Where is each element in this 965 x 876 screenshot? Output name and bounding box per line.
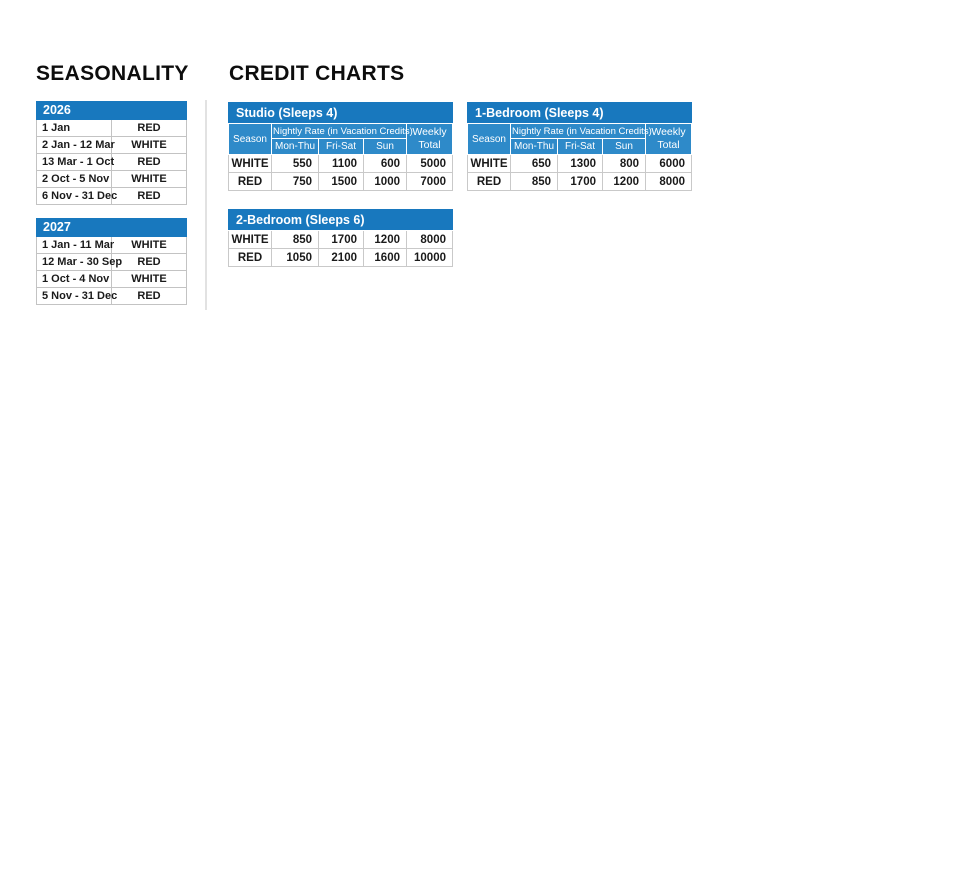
rate-cell: 650 bbox=[510, 154, 558, 173]
rate-cell: 600 bbox=[363, 154, 407, 173]
season-cell: RED bbox=[228, 172, 272, 191]
weekly-total-cell: 10000 bbox=[406, 248, 453, 267]
weekly-total-cell: 8000 bbox=[645, 172, 692, 191]
rate-row: RED 850 1700 1200 8000 bbox=[467, 172, 692, 191]
section-divider bbox=[205, 100, 207, 310]
rate-cell: 800 bbox=[602, 154, 646, 173]
table-header-row: 2026 bbox=[36, 101, 187, 120]
table-title-row: 1-Bedroom (Sleeps 4) bbox=[467, 102, 692, 124]
season-row: 12 Mar - 30 Sep RED bbox=[36, 253, 187, 271]
season-row: 1 Oct - 4 Nov WHITE bbox=[36, 270, 187, 288]
season-column-header: Season bbox=[467, 123, 511, 155]
rate-cell: 1600 bbox=[363, 248, 407, 267]
weekly-total-header: Weekly Total bbox=[645, 123, 692, 155]
rate-cell: 1100 bbox=[318, 154, 364, 173]
season-cell: RED bbox=[111, 253, 187, 271]
season-row: 2 Jan - 12 Mar WHITE bbox=[36, 136, 187, 154]
column-header-row: Season Nightly Rate (in Vacation Credits… bbox=[467, 123, 692, 155]
date-range-cell: 6 Nov - 31 Dec bbox=[36, 187, 117, 205]
day-column-header: Mon-Thu bbox=[510, 138, 558, 155]
rate-row: WHITE 850 1700 1200 8000 bbox=[228, 230, 453, 249]
column-header-row: Season Nightly Rate (in Vacation Credits… bbox=[228, 123, 453, 155]
rate-cell: 750 bbox=[271, 172, 319, 191]
credit-table-2-bedroom: 2-Bedroom (Sleeps 6) WHITE 850 1700 1200… bbox=[228, 209, 453, 267]
season-cell: RED bbox=[111, 187, 187, 205]
year-header: 2027 bbox=[36, 218, 187, 237]
season-cell: WHITE bbox=[111, 236, 187, 254]
rate-row: WHITE 550 1100 600 5000 bbox=[228, 154, 453, 173]
date-range-cell: 1 Jan bbox=[36, 119, 112, 137]
date-range-cell: 13 Mar - 1 Oct bbox=[36, 153, 114, 171]
season-cell: WHITE bbox=[467, 154, 511, 173]
nightly-rate-header: Nightly Rate (in Vacation Credits) bbox=[271, 123, 413, 139]
credit-table-studio: Studio (Sleeps 4) Season Nightly Rate (i… bbox=[228, 102, 453, 191]
rate-cell: 1700 bbox=[318, 230, 364, 249]
season-cell: RED bbox=[111, 153, 187, 171]
table-title-row: Studio (Sleeps 4) bbox=[228, 102, 453, 124]
season-cell: RED bbox=[111, 287, 187, 305]
rate-cell: 850 bbox=[510, 172, 558, 191]
rate-cell: 1300 bbox=[557, 154, 603, 173]
rate-row: RED 1050 2100 1600 10000 bbox=[228, 248, 453, 267]
season-row: 5 Nov - 31 Dec RED bbox=[36, 287, 187, 305]
season-row: 13 Mar - 1 Oct RED bbox=[36, 153, 187, 171]
rate-cell: 850 bbox=[271, 230, 319, 249]
rate-cell: 1000 bbox=[363, 172, 407, 191]
rate-cell: 1200 bbox=[602, 172, 646, 191]
seasonality-table-2027: 2027 1 Jan - 11 Mar WHITE 12 Mar - 30 Se… bbox=[36, 218, 187, 305]
day-column-header: Fri-Sat bbox=[557, 138, 603, 155]
season-cell: RED bbox=[111, 119, 187, 137]
weekly-total-cell: 6000 bbox=[645, 154, 692, 173]
rate-cell: 2100 bbox=[318, 248, 364, 267]
day-column-header: Mon-Thu bbox=[271, 138, 319, 155]
season-column-header: Season bbox=[228, 123, 272, 155]
season-cell: WHITE bbox=[228, 230, 272, 249]
rate-cell: 1700 bbox=[557, 172, 603, 191]
season-row: 6 Nov - 31 Dec RED bbox=[36, 187, 187, 205]
season-row: 1 Jan - 11 Mar WHITE bbox=[36, 236, 187, 254]
weekly-total-cell: 5000 bbox=[406, 154, 453, 173]
rate-cell: 1200 bbox=[363, 230, 407, 249]
seasonality-heading: SEASONALITY bbox=[36, 62, 189, 85]
date-range-cell: 2 Oct - 5 Nov bbox=[36, 170, 112, 188]
rate-cell: 1050 bbox=[271, 248, 319, 267]
season-cell: RED bbox=[467, 172, 511, 191]
day-column-header: Fri-Sat bbox=[318, 138, 364, 155]
date-range-cell: 1 Jan - 11 Mar bbox=[36, 236, 114, 254]
season-cell: WHITE bbox=[111, 136, 187, 154]
season-cell: WHITE bbox=[111, 170, 187, 188]
credit-table-1-bedroom: 1-Bedroom (Sleeps 4) Season Nightly Rate… bbox=[467, 102, 692, 191]
day-column-header: Sun bbox=[602, 138, 646, 155]
credit-charts-heading: CREDIT CHARTS bbox=[229, 62, 405, 85]
table-header-row: 2027 bbox=[36, 218, 187, 237]
year-header: 2026 bbox=[36, 101, 187, 120]
day-column-header: Sun bbox=[363, 138, 407, 155]
season-row: 2 Oct - 5 Nov WHITE bbox=[36, 170, 187, 188]
nightly-rate-header: Nightly Rate (in Vacation Credits) bbox=[510, 123, 652, 139]
rate-row: WHITE 650 1300 800 6000 bbox=[467, 154, 692, 173]
rate-row: RED 750 1500 1000 7000 bbox=[228, 172, 453, 191]
date-range-cell: 1 Oct - 4 Nov bbox=[36, 270, 112, 288]
season-cell: WHITE bbox=[111, 270, 187, 288]
weekly-total-header: Weekly Total bbox=[406, 123, 453, 155]
season-cell: RED bbox=[228, 248, 272, 267]
season-row: 1 Jan RED bbox=[36, 119, 187, 137]
seasonality-table-2026: 2026 1 Jan RED 2 Jan - 12 Mar WHITE 13 M… bbox=[36, 101, 187, 205]
weekly-total-cell: 8000 bbox=[406, 230, 453, 249]
table-title-row: 2-Bedroom (Sleeps 6) bbox=[228, 209, 453, 231]
credit-table-title: 2-Bedroom (Sleeps 6) bbox=[228, 209, 453, 231]
weekly-total-cell: 7000 bbox=[406, 172, 453, 191]
rate-cell: 1500 bbox=[318, 172, 364, 191]
credit-table-title: 1-Bedroom (Sleeps 4) bbox=[467, 102, 692, 124]
date-range-cell: 2 Jan - 12 Mar bbox=[36, 136, 115, 154]
rate-cell: 550 bbox=[271, 154, 319, 173]
date-range-cell: 5 Nov - 31 Dec bbox=[36, 287, 117, 305]
season-cell: WHITE bbox=[228, 154, 272, 173]
credit-table-title: Studio (Sleeps 4) bbox=[228, 102, 453, 124]
date-range-cell: 12 Mar - 30 Sep bbox=[36, 253, 122, 271]
